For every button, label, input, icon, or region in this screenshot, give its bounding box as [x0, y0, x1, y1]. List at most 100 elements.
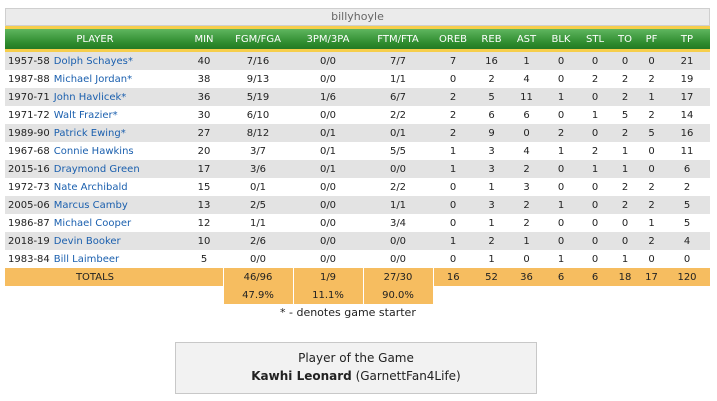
stat-blk: 0: [543, 106, 579, 124]
stat-to: 1: [611, 250, 639, 268]
stat-pts: 19: [664, 70, 710, 88]
column-header-min[interactable]: MIN: [185, 29, 223, 52]
player-cell: 1983-84 Bill Laimbeer: [5, 250, 185, 268]
stat-min: 38: [185, 70, 223, 88]
stat-pf: 0: [639, 142, 664, 160]
player-season: 1957-58: [8, 55, 50, 67]
stat-blk: 0: [543, 160, 579, 178]
player-season: 1987-88: [8, 73, 50, 85]
stat-pf: 2: [639, 70, 664, 88]
totals-pts: 120: [664, 268, 710, 286]
player-row: 1957-58 Dolph Schayes* 40 7/16 0/0 7/7 7 16 1 0 0 0…: [5, 50, 710, 70]
stat-pf: 0: [639, 160, 664, 178]
player-cell: 1971-72 Walt Frazier*: [5, 106, 185, 124]
player-name-link[interactable]: Devin Booker: [53, 235, 121, 247]
stat-pts: 11: [664, 142, 710, 160]
player-row: 2005-06 Marcus Camby 13 2/5 0/0 1/1 0 3 2 1 0 2 2 5: [5, 196, 710, 214]
ft-percentage: 90.0%: [362, 286, 434, 304]
player-name-link[interactable]: Michael Jordan*: [53, 73, 133, 85]
column-header-ftm-fta[interactable]: FTM/FTA: [363, 29, 433, 52]
stat-min: 17: [185, 160, 223, 178]
player-name-link[interactable]: Draymond Green: [53, 163, 140, 175]
player-cell: 1989-90 Patrick Ewing*: [5, 124, 185, 142]
column-header-player[interactable]: PLAYER: [5, 29, 185, 52]
stat-tp3: 0/1: [293, 160, 363, 178]
stat-ast: 0: [510, 250, 543, 268]
player-name-link[interactable]: John Havlicek*: [53, 91, 127, 103]
player-cell: 1972-73 Nate Archibald: [5, 178, 185, 196]
stat-oreb: 1: [433, 160, 473, 178]
column-header-3pm-3pa[interactable]: 3PM/3PA: [293, 29, 363, 52]
stat-stl: 2: [579, 142, 611, 160]
column-header-ast[interactable]: AST: [510, 29, 543, 52]
stat-stl: 0: [579, 50, 611, 70]
stat-ft: 1/1: [363, 196, 433, 214]
stat-fg: 2/5: [223, 196, 293, 214]
stat-fg: 7/16: [223, 50, 293, 70]
player-cell: 1967-68 Connie Hawkins: [5, 142, 185, 160]
player-name-link[interactable]: Marcus Camby: [53, 199, 128, 211]
column-header-tp[interactable]: TP: [664, 29, 710, 52]
stat-tp3: 0/0: [293, 214, 363, 232]
stat-tp3: 0/0: [293, 70, 363, 88]
stat-oreb: 0: [433, 196, 473, 214]
stat-ast: 2: [510, 196, 543, 214]
player-name-link[interactable]: Walt Frazier*: [53, 109, 118, 121]
stat-stl: 0: [579, 88, 611, 106]
stat-pts: 21: [664, 50, 710, 70]
stat-tp3: 0/1: [293, 124, 363, 142]
potg-player-name: Kawhi Leonard: [251, 369, 352, 383]
column-header-pf[interactable]: PF: [639, 29, 664, 52]
player-name-link[interactable]: Bill Laimbeer: [53, 253, 120, 265]
stat-ft: 0/0: [363, 250, 433, 268]
stat-min: 10: [185, 232, 223, 250]
stat-fg: 1/1: [223, 214, 293, 232]
player-name-link[interactable]: Nate Archibald: [53, 181, 128, 193]
column-header-oreb[interactable]: OREB: [433, 29, 473, 52]
stat-blk: 0: [543, 50, 579, 70]
stat-ast: 1: [510, 50, 543, 70]
stat-blk: 1: [543, 196, 579, 214]
player-name-link[interactable]: Dolph Schayes*: [53, 55, 133, 67]
potg-title: Player of the Game: [298, 351, 414, 365]
stat-oreb: 0: [433, 178, 473, 196]
column-header-stl[interactable]: STL: [579, 29, 611, 52]
stat-oreb: 0: [433, 70, 473, 88]
stat-oreb: 2: [433, 124, 473, 142]
stat-oreb: 0: [433, 214, 473, 232]
column-header-reb[interactable]: REB: [473, 29, 510, 52]
column-header-to[interactable]: TO: [611, 29, 639, 52]
player-name-link[interactable]: Michael Cooper: [53, 217, 132, 229]
stat-to: 2: [611, 88, 639, 106]
player-row: 1972-73 Nate Archibald 15 0/1 0/0 2/2 0 1 3 0 0 2 2 2: [5, 178, 710, 196]
stat-pf: 0: [639, 250, 664, 268]
stat-pts: 6: [664, 160, 710, 178]
fg-percentage: 47.9%: [222, 286, 294, 304]
stat-reb: 1: [473, 178, 510, 196]
stat-reb: 1: [473, 214, 510, 232]
stat-ast: 0: [510, 124, 543, 142]
column-header-blk[interactable]: BLK: [543, 29, 579, 52]
stat-ft: 7/7: [363, 50, 433, 70]
stat-tp3: 0/1: [293, 142, 363, 160]
stat-reb: 1: [473, 250, 510, 268]
stat-ast: 2: [510, 160, 543, 178]
player-cell: 2015-16 Draymond Green: [5, 160, 185, 178]
stat-ft: 0/0: [363, 232, 433, 250]
stat-min: 27: [185, 124, 223, 142]
player-season: 1989-90: [8, 127, 50, 139]
stat-stl: 0: [579, 124, 611, 142]
stat-tp3: 0/0: [293, 50, 363, 70]
stat-ast: 3: [510, 178, 543, 196]
stat-ast: 11: [510, 88, 543, 106]
stat-tp3: 0/0: [293, 232, 363, 250]
player-season: 1967-68: [8, 145, 50, 157]
stat-ast: 6: [510, 106, 543, 124]
stat-stl: 2: [579, 70, 611, 88]
box-score-table: PLAYER MIN FGM/FGA 3PM/3PA FTM/FTA OREB REB AST…: [5, 29, 710, 304]
player-name-link[interactable]: Connie Hawkins: [53, 145, 134, 157]
player-name-link[interactable]: Patrick Ewing*: [53, 127, 126, 139]
column-header-fgm-fga[interactable]: FGM/FGA: [223, 29, 293, 52]
stat-oreb: 1: [433, 232, 473, 250]
player-row: 1970-71 John Havlicek* 36 5/19 1/6 6/7 2 5 11 1 0 2…: [5, 88, 710, 106]
